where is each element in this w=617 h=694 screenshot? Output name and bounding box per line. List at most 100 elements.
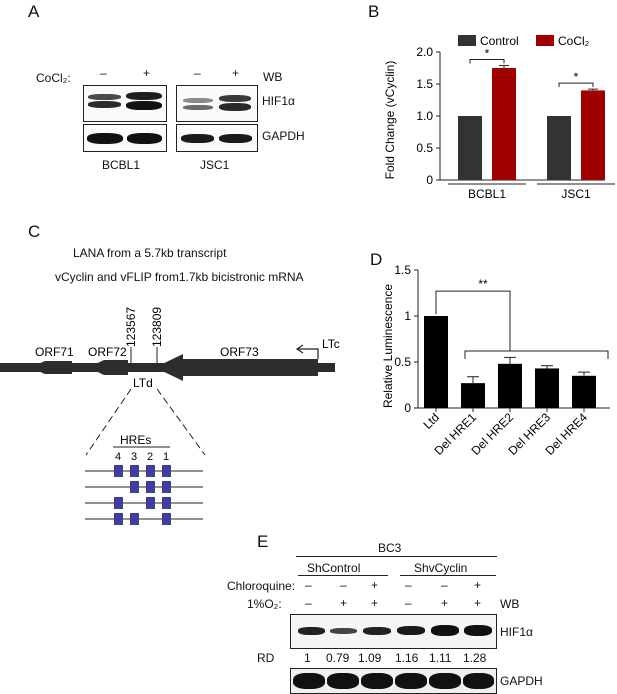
chart-d-ytick-label: 0 <box>404 401 411 415</box>
rd-value-1: 1 <box>304 651 311 665</box>
bar-d-Del HRE4 <box>572 375 596 408</box>
chart-b: Control CoCl₂ Fold Change (vCyclin) 0 0.5… <box>383 34 615 201</box>
hre-box <box>146 465 155 477</box>
cell-line-bcbl1-a: BCBL1 <box>102 158 141 172</box>
wb-label-e: WB <box>500 597 520 611</box>
cq-lane-5: – <box>441 578 448 592</box>
hres-title: HREs <box>120 433 151 447</box>
shcontrol-line <box>298 575 388 576</box>
coord-123567: 123567 <box>124 307 138 347</box>
protein-gapdh-e: GAPDH <box>500 674 543 688</box>
genome-map: 123567 123809 ORF71 ORF72 ORF73 LTc LTd … <box>0 307 340 525</box>
orf72-label: ORF72 <box>88 345 127 359</box>
bar-b-Control-BCBL1 <box>458 116 482 180</box>
hre-box <box>146 481 155 493</box>
lane-a4: + <box>232 66 240 80</box>
o2-lane-6: + <box>474 596 482 610</box>
chart-d-ylabel: Relative Luminescence <box>381 284 395 408</box>
hre-num-3: 3 <box>131 451 137 463</box>
chart-d-ytick-label: 1 <box>404 309 411 323</box>
o2-lane-1: – <box>305 596 312 610</box>
rd-value-5: 1.11 <box>429 651 452 665</box>
protein-hif1a-e: HIF1α <box>500 625 533 639</box>
hre-box <box>114 497 123 509</box>
chart-d-ytick-label: 0.5 <box>394 355 411 369</box>
rd-value-6: 1.28 <box>463 651 487 665</box>
cocl2-treatment-label: CoCl₂: <box>36 71 71 85</box>
panel-a-letter: A <box>28 2 40 21</box>
o2-lane-2: + <box>340 596 348 610</box>
rd-value-2: 0.79 <box>326 651 350 665</box>
rd-value-3: 1.09 <box>358 651 382 665</box>
bc3-line <box>296 556 497 557</box>
group-bracket-d <box>464 350 609 359</box>
bar-b-CoCl₂-JSC1 <box>581 90 605 180</box>
gapdh-blot-bc3 <box>290 668 497 694</box>
panel-d-letter: D <box>370 250 383 269</box>
bar-d-Ltd <box>424 316 448 408</box>
o2-lane-5: + <box>441 596 449 610</box>
hre-box <box>130 465 139 477</box>
category-b-JSC1: JSC1 <box>561 187 591 201</box>
panel-c-letter: C <box>28 222 41 241</box>
gapdh-blot-bcbl1 <box>83 124 167 152</box>
chart-b-ylabel: Fold Change (vCyclin) <box>383 61 397 180</box>
bar-b-CoCl₂-BCBL1 <box>492 68 516 180</box>
orf73-arrow <box>155 354 318 381</box>
legend-swatch-control <box>458 35 476 46</box>
cell-line-bc3: BC3 <box>378 541 402 555</box>
bar-d-Del HRE1 <box>461 383 485 408</box>
protein-hif1a-a: HIF1α <box>262 94 295 108</box>
legend-swatch-cocl2 <box>536 35 554 46</box>
hif1a-blot-bc3 <box>290 614 497 649</box>
ltc-promoter-arrow <box>298 348 319 359</box>
lane-a2: + <box>143 66 151 80</box>
hre-box <box>162 481 171 493</box>
hre-box <box>114 513 123 525</box>
hre-num-1: 1 <box>163 451 169 463</box>
gapdh-blot-jsc1 <box>176 124 258 152</box>
o2-lane-3: + <box>371 596 379 610</box>
rd-label: RD <box>257 651 275 665</box>
cq-lane-4: – <box>405 578 412 592</box>
bar-d-Del HRE2 <box>498 363 522 408</box>
protein-gapdh-a: GAPDH <box>262 129 305 143</box>
legend-control: Control <box>480 34 519 48</box>
hre-box <box>162 465 171 477</box>
cq-lane-1: – <box>305 578 312 592</box>
hif1a-blot-bcbl1 <box>83 85 167 122</box>
o2-label: 1%O₂: <box>247 597 282 611</box>
ltd-label: LTd <box>133 376 153 390</box>
orf72-arrow <box>88 360 128 375</box>
hre-box <box>130 481 139 493</box>
significance-bracket-b <box>469 58 505 64</box>
ltc-label: LTc <box>322 337 340 351</box>
panel-b-letter: B <box>368 2 380 21</box>
wb-label-a: WB <box>263 70 283 84</box>
chloroquine-label: Chloroquine: <box>227 579 296 593</box>
legend-cocl2: CoCl₂ <box>558 34 590 48</box>
bar-d-Del HRE3 <box>535 368 559 408</box>
hre-box <box>130 513 139 525</box>
significance-d: ** <box>478 277 488 291</box>
significance-b: * <box>485 46 490 60</box>
cq-lane-3: + <box>371 578 379 592</box>
group-shvcyclin: ShvCyclin <box>414 561 468 575</box>
bar-b-Control-JSC1 <box>547 116 571 180</box>
transcript-line-1: LANA from a 5.7kb transcript <box>73 246 227 260</box>
hre-num-4: 4 <box>115 451 121 463</box>
significance-bracket-d <box>435 290 511 351</box>
category-d-Ltd: Ltd <box>420 410 442 432</box>
cell-line-jsc1-a: JSC1 <box>200 158 230 172</box>
cq-lane-2: – <box>340 578 347 592</box>
hre-box <box>114 465 123 477</box>
lane-a3: – <box>194 66 201 80</box>
o2-lane-4: – <box>405 596 412 610</box>
hre-box <box>162 497 171 509</box>
coord-123809: 123809 <box>150 307 164 347</box>
orf71-label: ORF71 <box>35 345 74 359</box>
lane-a1: – <box>100 66 107 80</box>
chart-b-ytick-label: 0 <box>426 173 433 187</box>
hre-num-2: 2 <box>147 451 153 463</box>
